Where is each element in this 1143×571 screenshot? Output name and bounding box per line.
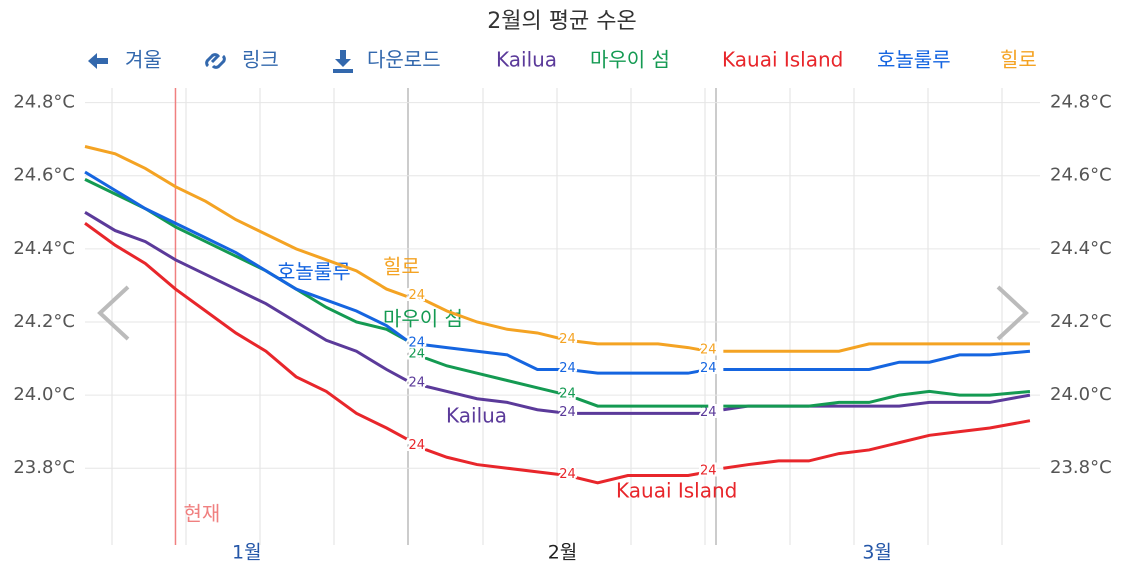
value-label: 24 [408,438,425,453]
minor-grid [111,88,1003,545]
y2-tick-label: 24.2°C [1050,311,1112,332]
x-tick-label: 2월 [548,542,578,564]
y-tick-label: 24.2°C [13,311,75,332]
legend-entry[interactable]: Kauai Island [722,48,843,72]
download-icon [333,50,353,73]
value-label: 24 [559,332,576,347]
button-label: 링크 [242,48,279,72]
x-tick-label: 1월 [232,542,262,564]
legend-entry[interactable]: Kailua [496,48,557,72]
series-label: 힐로 [383,255,420,279]
value-label: 24 [559,387,576,402]
value-label: 24 [408,346,425,361]
x-tick-label: 3월 [862,542,892,564]
nav-right[interactable] [996,285,1029,341]
legend-entry[interactable]: 호놀룰루 [877,48,951,72]
value-label: 24 [559,467,576,482]
series-label: 마우이 섬 [383,307,463,331]
y-tick-label: 24.4°C [13,238,75,259]
series-line [84,222,1031,485]
legend-entry[interactable]: 마우이 섬 [590,48,670,72]
y-tick-label: 24.8°C [13,92,75,113]
series-line [84,170,1031,375]
y2-tick-label: 24.6°C [1050,165,1112,186]
download-button[interactable]: 다운로드 [333,48,441,74]
link-icon [205,53,226,69]
value-label: 24 [700,343,717,358]
nav-right-arrow [996,285,1029,341]
value-label: 24 [408,376,425,391]
value-label: 24 [408,288,425,303]
back-icon [88,53,108,69]
y2-tick-label: 23.8°C [1050,457,1112,478]
series-label: Kailua [446,404,507,428]
value-label: 24 [700,361,717,376]
legend-entry[interactable]: 힐로 [1000,48,1037,72]
value-label: 24 [700,463,717,478]
button-label: 겨울 [125,48,162,72]
legend: Kailua 마우이 섬 Kauai Island 호놀룰루 힐로 [496,48,1037,72]
y-tick-label: 24.6°C [13,165,75,186]
back-button[interactable]: 겨울 [88,48,162,72]
button-label: 다운로드 [367,48,441,72]
series-line [84,145,1030,353]
toolbar: 겨울 링크 다운로드 [88,48,441,74]
y2-tick-label: 24.8°C [1050,92,1112,113]
y2-tick-label: 24.0°C [1050,384,1112,405]
value-label: 24 [559,405,576,420]
plot-area [85,88,1040,545]
link-button[interactable]: 링크 [205,48,279,72]
chart-title: 2월의 평균 수온 [487,9,636,34]
y-tick-label: 23.8°C [13,457,75,478]
value-label: 24 [700,405,717,420]
y2-tick-label: 24.4°C [1050,238,1112,259]
now-label: 현재 [183,502,220,526]
series-label: Kauai Island [616,479,737,503]
y-tick-label: 24.0°C [13,384,75,405]
nav-left-arrow [97,285,130,341]
value-label: 24 [559,361,576,376]
value-label: 24 [408,335,425,350]
nav-left[interactable] [97,285,130,341]
